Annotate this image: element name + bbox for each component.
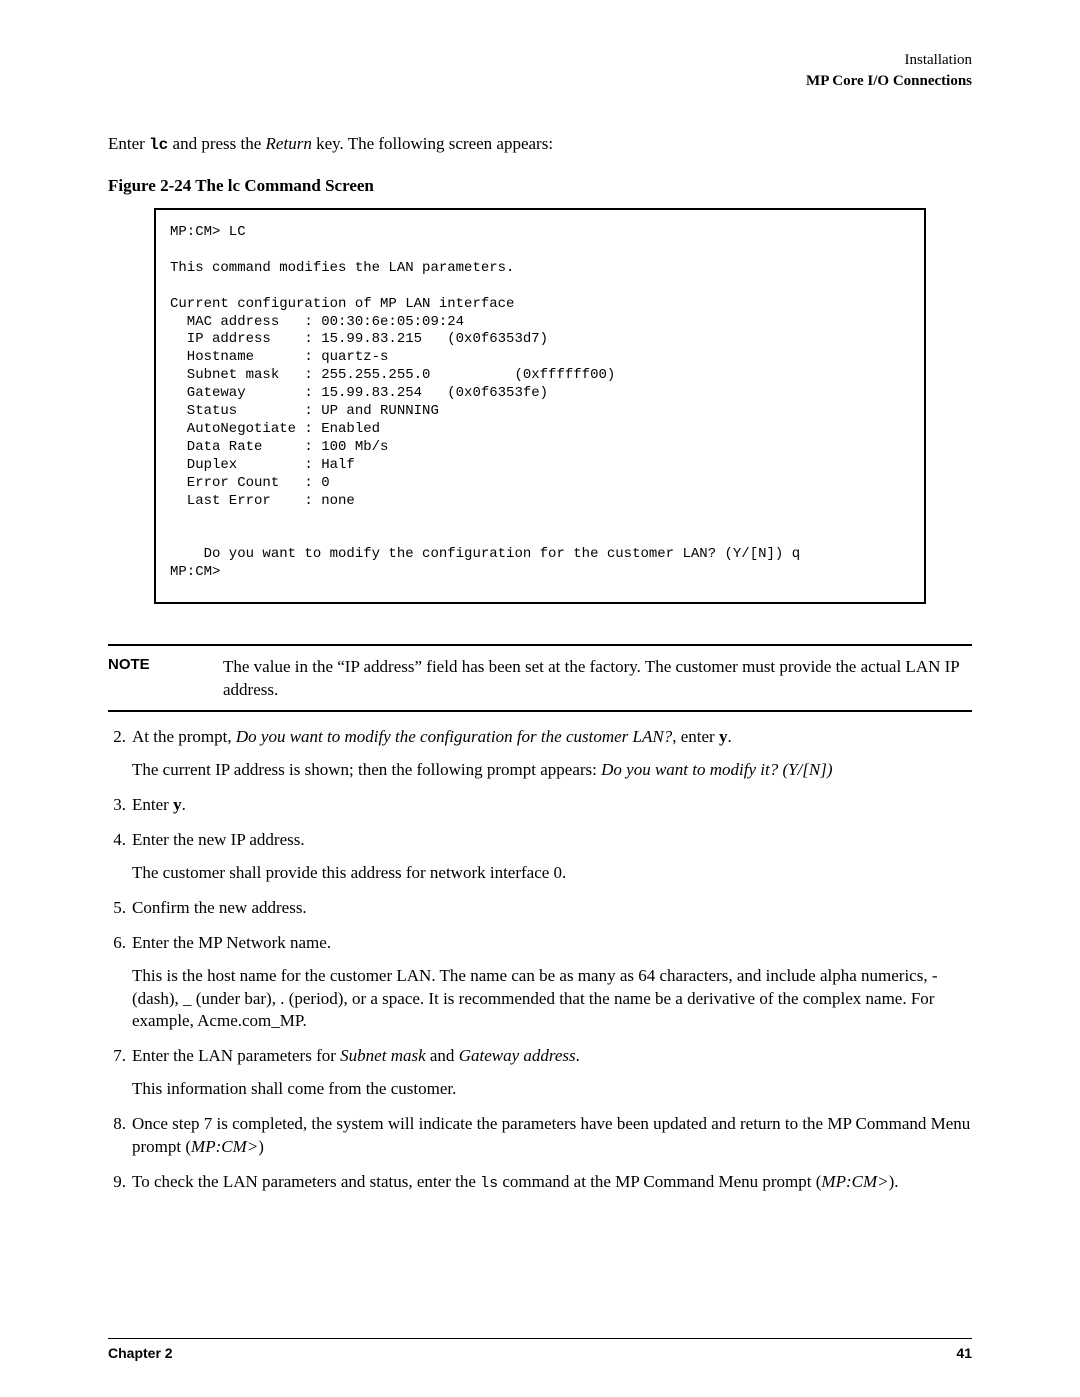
- i6-line1: Enter the MP Network name.: [132, 933, 331, 952]
- list-number: 9.: [108, 1171, 132, 1194]
- list-number: 4.: [108, 829, 132, 885]
- intro-cmd: lc: [149, 136, 168, 154]
- i2-pre: At the prompt,: [132, 727, 236, 746]
- intro-ital: Return: [266, 134, 312, 153]
- i3-post: .: [182, 795, 186, 814]
- intro-pre: Enter: [108, 134, 149, 153]
- i3-pre: Enter: [132, 795, 173, 814]
- i2-sub-pre: The current IP address is shown; then th…: [132, 760, 601, 779]
- page-footer: Chapter 2 41: [108, 1338, 972, 1361]
- figure-title-text: The lc Command Screen: [195, 176, 374, 195]
- page-header: Installation MP Core I/O Connections: [108, 50, 972, 92]
- terminal-output: MP:CM> LC This command modifies the LAN …: [154, 208, 926, 604]
- list-number: 7.: [108, 1045, 132, 1101]
- i7-pre: Enter the LAN parameters for: [132, 1046, 340, 1065]
- i9-mono: ls: [480, 1175, 498, 1192]
- i2-mid: , enter: [672, 727, 719, 746]
- i6-sub: This is the host name for the customer L…: [132, 965, 972, 1034]
- intro-paragraph: Enter lc and press the Return key. The f…: [108, 134, 972, 154]
- intro-post: key. The following screen appears:: [312, 134, 553, 153]
- footer-left: Chapter 2: [108, 1345, 173, 1361]
- i2-post: .: [727, 727, 731, 746]
- list-number: 2.: [108, 726, 132, 782]
- i9-ital: MP:CM>: [821, 1172, 888, 1191]
- i7-ital2: Gateway address: [459, 1046, 576, 1065]
- figure-caption: Figure 2-24 The lc Command Screen: [108, 176, 972, 196]
- i7-mid: and: [426, 1046, 459, 1065]
- footer-right: 41: [956, 1345, 972, 1361]
- list-number: 3.: [108, 794, 132, 817]
- list-item-5: 5. Confirm the new address.: [108, 897, 972, 920]
- note-text: The value in the “IP address” field has …: [223, 656, 972, 702]
- i5-text: Confirm the new address.: [132, 897, 972, 920]
- note-label: NOTE: [108, 656, 223, 702]
- i9-mid: command at the MP Command Menu prompt (: [498, 1172, 821, 1191]
- header-line2: MP Core I/O Connections: [108, 71, 972, 92]
- figure-label: Figure 2-24: [108, 176, 191, 195]
- i7-sub: This information shall come from the cus…: [132, 1078, 972, 1101]
- list-item-7: 7. Enter the LAN parameters for Subnet m…: [108, 1045, 972, 1101]
- list-item-6: 6. Enter the MP Network name. This is th…: [108, 932, 972, 1034]
- i9-post: ).: [889, 1172, 899, 1191]
- i7-ital1: Subnet mask: [340, 1046, 425, 1065]
- i9-pre: To check the LAN parameters and status, …: [132, 1172, 480, 1191]
- i2-sub-ital: Do you want to modify it? (Y/[N]): [601, 760, 832, 779]
- i8-ital: MP:CM>: [191, 1137, 258, 1156]
- list-item-4: 4. Enter the new IP address. The custome…: [108, 829, 972, 885]
- numbered-list: 2. At the prompt, Do you want to modify …: [108, 726, 972, 1194]
- i4-sub: The customer shall provide this address …: [132, 862, 972, 885]
- list-item-2: 2. At the prompt, Do you want to modify …: [108, 726, 972, 782]
- i2-ital1: Do you want to modify the configuration …: [236, 727, 672, 746]
- i7-post: .: [576, 1046, 580, 1065]
- list-number: 6.: [108, 932, 132, 1034]
- list-number: 8.: [108, 1113, 132, 1159]
- list-item-3: 3. Enter y.: [108, 794, 972, 817]
- list-number: 5.: [108, 897, 132, 920]
- header-line1: Installation: [108, 50, 972, 71]
- i3-bold: y: [173, 795, 182, 814]
- i8-post: ): [258, 1137, 264, 1156]
- intro-mid: and press the: [168, 134, 265, 153]
- i4-line1: Enter the new IP address.: [132, 830, 305, 849]
- note-block: NOTE The value in the “IP address” field…: [108, 646, 972, 710]
- note-rule-bottom: [108, 710, 972, 712]
- list-item-8: 8. Once step 7 is completed, the system …: [108, 1113, 972, 1159]
- list-item-9: 9. To check the LAN parameters and statu…: [108, 1171, 972, 1194]
